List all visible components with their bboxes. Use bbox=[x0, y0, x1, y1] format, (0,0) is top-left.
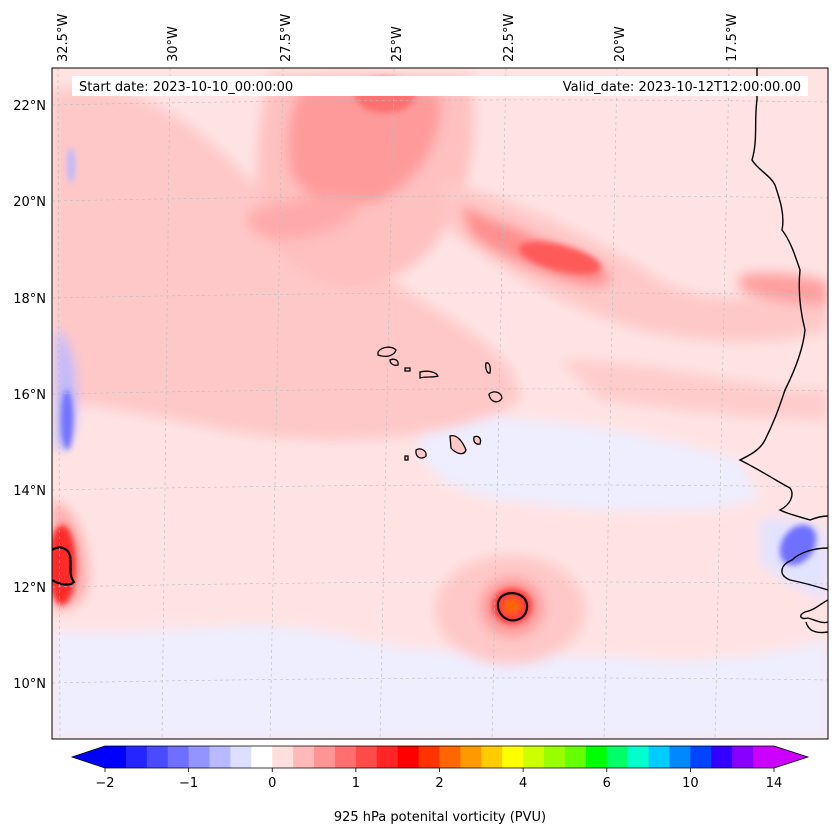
island-santiago bbox=[449, 434, 467, 455]
pv-streak-east-coast bbox=[740, 272, 828, 305]
lon-label: 27.5°W bbox=[279, 14, 294, 62]
island-boa-vista bbox=[488, 391, 503, 403]
latitude-labels: 22°N 20°N 18°N 16°N 14°N 12°N 10°N bbox=[13, 99, 46, 692]
pv-streak-west bbox=[247, 195, 360, 241]
colorbar-cell bbox=[439, 746, 461, 768]
pv-negative-region-south bbox=[52, 626, 828, 739]
colorbar-cell bbox=[585, 746, 608, 768]
colorbar-cell bbox=[711, 746, 733, 768]
colorbar-over-arrow bbox=[774, 746, 808, 768]
pv-field-contours bbox=[52, 75, 828, 739]
colorbar-cell bbox=[355, 746, 378, 768]
island-sao-nicolau bbox=[419, 370, 439, 379]
colorbar-cells bbox=[105, 746, 775, 768]
lon-label: 20°W bbox=[613, 26, 628, 62]
colorbar-cell bbox=[502, 746, 524, 768]
lon-label: 17.5°W bbox=[725, 14, 740, 62]
colorbar-ticks: −2 −1 0 1 2 4 6 10 14 bbox=[95, 768, 782, 791]
pv-streak-north bbox=[288, 80, 441, 204]
colorbar-tick-label: 1 bbox=[352, 776, 360, 791]
island-fogo bbox=[415, 448, 427, 459]
colorbar-cell bbox=[523, 746, 545, 768]
lon-label: 22.5°W bbox=[502, 14, 517, 62]
colorbar-cell bbox=[376, 746, 399, 768]
colorbar-cell bbox=[648, 746, 670, 768]
colorbar-cell bbox=[105, 746, 127, 768]
colorbar-tick-label: 2 bbox=[435, 776, 443, 791]
colorbar-cell bbox=[690, 746, 712, 768]
pv-core-east-blue bbox=[779, 524, 817, 566]
colorbar-cell bbox=[627, 746, 649, 768]
colorbar-cell bbox=[314, 746, 336, 768]
lat-label: 12°N bbox=[13, 581, 46, 596]
lat-label: 10°N bbox=[13, 677, 46, 692]
colorbar-tick-label: 0 bbox=[268, 776, 276, 791]
colorbar-under-arrow bbox=[72, 746, 105, 768]
colorbar-cell bbox=[230, 746, 252, 768]
pv-core-west-blue-north bbox=[67, 147, 75, 183]
contour-cyclone bbox=[496, 592, 529, 622]
colorbar-cell bbox=[272, 746, 294, 768]
colorbar-tick-label: −1 bbox=[179, 776, 198, 791]
colorbar-cell bbox=[606, 746, 629, 768]
colorbar-cell bbox=[481, 746, 503, 768]
lat-label: 16°N bbox=[13, 388, 46, 403]
colorbar-cell bbox=[251, 746, 273, 768]
lat-label: 22°N bbox=[13, 99, 46, 114]
lat-label: 18°N bbox=[13, 292, 46, 307]
colorbar-tick-label: 6 bbox=[603, 776, 611, 791]
pv-core-cyclone-inner bbox=[503, 598, 521, 614]
colorbar-cell bbox=[146, 746, 169, 768]
african-coastline bbox=[738, 68, 828, 634]
lon-label: 32.5°W bbox=[56, 14, 71, 62]
cape-verde-islands bbox=[377, 346, 503, 461]
colorbar-cell bbox=[188, 746, 210, 768]
pv-band-northwest bbox=[52, 87, 520, 440]
header-start-box bbox=[72, 76, 412, 96]
lat-label: 20°N bbox=[13, 195, 46, 210]
lat-label: 14°N bbox=[13, 484, 46, 499]
longitude-labels: 32.5°W 30°W 27.5°W 25°W 22.5°W 20°W 17.5… bbox=[56, 14, 740, 62]
island-maio bbox=[473, 435, 482, 445]
lon-label: 30°W bbox=[166, 26, 181, 62]
pv-band-northeast bbox=[440, 180, 828, 342]
colorbar-cell bbox=[669, 746, 691, 768]
pv-band-east-strip bbox=[560, 360, 828, 420]
colorbar-cell bbox=[460, 746, 482, 768]
colorbar-cell bbox=[732, 746, 754, 768]
pv-negative-region-central bbox=[418, 417, 760, 512]
colorbar-tick-label: 4 bbox=[519, 776, 527, 791]
lon-label: 25°W bbox=[390, 26, 405, 62]
header-valid-box bbox=[410, 76, 808, 96]
colorbar-cell bbox=[167, 746, 190, 768]
gridlines bbox=[52, 68, 828, 739]
colorbar: −2 −1 0 1 2 4 6 10 14 925 hPa potenital vorticit… bbox=[70, 745, 810, 825]
valid-date-label: Valid_date: 2023-10-12T12:00:00.00 bbox=[563, 80, 801, 95]
colorbar-label: 925 hPa potenital vorticity (PVU) bbox=[334, 810, 546, 825]
colorbar-cell bbox=[125, 746, 148, 768]
colorbar-cell bbox=[418, 746, 440, 768]
island-sao-vicente bbox=[389, 358, 399, 366]
contour-west bbox=[52, 546, 76, 586]
colorbar-tick-label: −2 bbox=[95, 776, 114, 791]
colorbar-tick-label: 10 bbox=[682, 776, 699, 791]
colorbar-cell bbox=[397, 746, 419, 768]
colorbar-tick-label: 14 bbox=[766, 776, 783, 791]
island-santa-luzia bbox=[404, 367, 411, 372]
pv-core-northeast bbox=[519, 241, 601, 275]
colorbar-cell bbox=[544, 746, 566, 768]
island-santo-antao bbox=[377, 346, 397, 357]
map-frame bbox=[51, 67, 829, 740]
colorbar-cell bbox=[293, 746, 315, 768]
colorbar-cell bbox=[334, 746, 357, 768]
colorbar-cell bbox=[209, 746, 231, 768]
map-area bbox=[52, 68, 828, 739]
start-date-label: Start date: 2023-10-10_00:00:00 bbox=[79, 80, 293, 95]
island-sal bbox=[485, 362, 491, 374]
pv-core-west-blue bbox=[61, 390, 73, 450]
colorbar-cell bbox=[753, 746, 775, 768]
colorbar-cell bbox=[564, 746, 587, 768]
island-brava bbox=[404, 455, 409, 461]
